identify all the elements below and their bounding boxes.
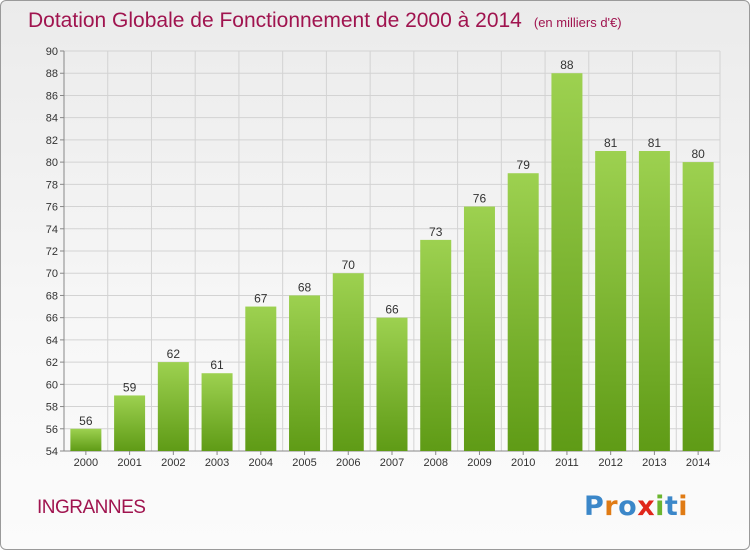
bar-2010 (507, 173, 539, 451)
y-tick-label: 64 (46, 335, 58, 347)
bar-2013 (638, 151, 670, 451)
proxiti-logo[interactable]: Proxiti (584, 491, 689, 522)
bar-2009 (463, 206, 495, 451)
bar-2012 (595, 151, 627, 451)
data-label-2001: 59 (123, 380, 137, 394)
chart-subtitle: (en milliers d'€) (533, 15, 622, 30)
x-tick-label: 2014 (686, 457, 710, 469)
y-tick-label: 80 (46, 157, 58, 169)
y-tick-label: 78 (46, 179, 58, 191)
data-label-2000: 56 (79, 414, 93, 428)
y-tick-label: 88 (46, 68, 58, 80)
chart-title-text: Dotation Globale de Fonctionnement de 20… (28, 9, 522, 32)
bar-2004 (245, 306, 277, 451)
data-label-2003: 61 (210, 358, 224, 372)
x-tick-label: 2001 (117, 457, 141, 469)
data-label-2010: 79 (517, 158, 531, 172)
y-tick-label: 86 (46, 90, 58, 102)
bar-2003 (201, 373, 233, 451)
data-label-2009: 76 (473, 192, 487, 206)
commune-name: INGRANNES (37, 497, 146, 518)
x-tick-label: 2012 (598, 457, 622, 469)
y-tick-label: 62 (46, 357, 58, 369)
y-tick-label: 56 (46, 424, 58, 436)
bar-2005 (289, 295, 321, 451)
data-label-2008: 73 (429, 225, 443, 239)
y-tick-label: 76 (46, 202, 58, 214)
bar-2014 (682, 162, 714, 451)
x-tick-label: 2002 (161, 457, 185, 469)
y-tick-label: 60 (46, 379, 58, 391)
bar-2006 (332, 273, 364, 451)
data-label-2005: 68 (298, 280, 312, 294)
bar-2007 (376, 317, 408, 451)
data-label-2012: 81 (604, 136, 618, 150)
x-tick-label: 2011 (555, 457, 579, 469)
x-tick-label: 2007 (380, 457, 404, 469)
x-tick-label: 2009 (467, 457, 491, 469)
y-tick-label: 72 (46, 246, 58, 258)
y-tick-label: 66 (46, 313, 58, 325)
data-label-2006: 70 (342, 258, 356, 272)
y-tick-label: 54 (46, 446, 58, 458)
bar-2002 (157, 362, 189, 451)
x-tick-label: 2000 (74, 457, 98, 469)
data-label-2011: 88 (560, 58, 574, 72)
data-label-2013: 81 (648, 136, 662, 150)
data-labels: 56 59 62 61 67 68 70 66 73 76 79 88 81 81 80 (79, 58, 705, 428)
data-label-2002: 62 (167, 347, 181, 361)
bar-2008 (420, 239, 452, 451)
data-label-2004: 67 (254, 292, 268, 306)
y-tick-label: 58 (46, 402, 58, 414)
y-tick-label: 68 (46, 290, 58, 302)
y-tick-label: 70 (46, 268, 58, 280)
bar-2011 (551, 73, 583, 451)
bar-2000 (70, 428, 102, 451)
y-tick-label: 74 (46, 224, 58, 236)
y-tick-label: 90 (46, 46, 58, 58)
x-tick-label: 2006 (336, 457, 360, 469)
bar-2001 (114, 395, 146, 451)
y-tick-label: 84 (46, 113, 58, 125)
x-tick-label: 2003 (205, 457, 229, 469)
chart-title: Dotation Globale de Fonctionnement de 20… (28, 9, 622, 33)
y-tick-label: 82 (46, 135, 58, 147)
data-label-2014: 80 (691, 147, 705, 161)
x-tick-label: 2010 (511, 457, 535, 469)
x-tick-label: 2008 (423, 457, 447, 469)
x-tick-label: 2013 (642, 457, 666, 469)
x-tick-label: 2005 (292, 457, 316, 469)
data-label-2007: 66 (385, 303, 399, 317)
x-tick-label: 2004 (249, 457, 273, 469)
bars (70, 73, 714, 451)
